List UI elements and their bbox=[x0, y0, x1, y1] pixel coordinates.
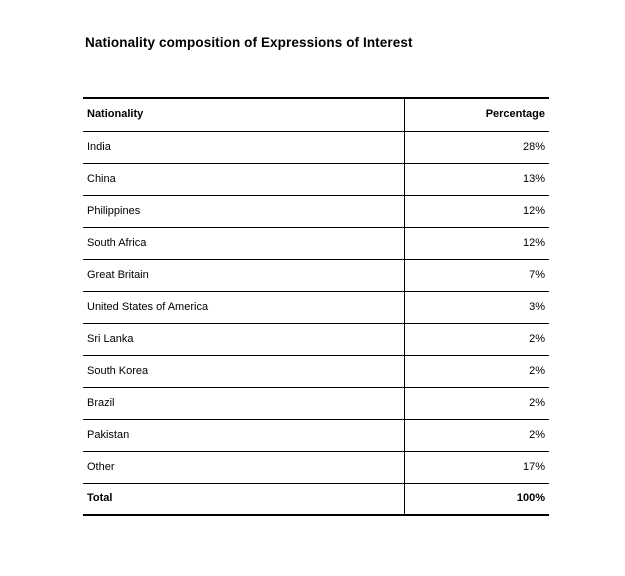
nationality-cell: China bbox=[83, 163, 405, 196]
column-header-percentage: Percentage bbox=[404, 98, 549, 132]
table-row: South Africa 12% bbox=[83, 227, 549, 260]
percentage-cell: 13% bbox=[404, 163, 549, 196]
nationality-table: Nationality Percentage India 28% China 1… bbox=[83, 97, 549, 516]
percentage-cell: 3% bbox=[404, 291, 549, 324]
percentage-cell: 2% bbox=[404, 419, 549, 452]
table-header-row: Nationality Percentage bbox=[83, 98, 549, 132]
nationality-cell: South Korea bbox=[83, 355, 405, 388]
nationality-cell: Other bbox=[83, 451, 405, 484]
page-title: Nationality composition of Expressions o… bbox=[85, 35, 413, 50]
percentage-cell: 28% bbox=[404, 131, 549, 164]
nationality-cell: India bbox=[83, 131, 405, 164]
nationality-cell: United States of America bbox=[83, 291, 405, 324]
table-total-row: Total 100% bbox=[83, 482, 549, 515]
nationality-cell: Philippines bbox=[83, 195, 405, 228]
percentage-cell: 2% bbox=[404, 387, 549, 420]
table-row: China 13% bbox=[83, 163, 549, 196]
table-row: Great Britain 7% bbox=[83, 259, 549, 292]
table-row: Other 17% bbox=[83, 451, 549, 484]
percentage-cell: 7% bbox=[404, 259, 549, 292]
percentage-cell: 2% bbox=[404, 323, 549, 356]
percentage-cell: 12% bbox=[404, 227, 549, 260]
nationality-cell: Sri Lanka bbox=[83, 323, 405, 356]
nationality-cell: Pakistan bbox=[83, 419, 405, 452]
table-row: Brazil 2% bbox=[83, 387, 549, 420]
nationality-cell: Great Britain bbox=[83, 259, 405, 292]
table-row: Philippines 12% bbox=[83, 195, 549, 228]
table-row: Sri Lanka 2% bbox=[83, 323, 549, 356]
table-row: India 28% bbox=[83, 131, 549, 164]
percentage-cell: 17% bbox=[404, 451, 549, 484]
table-row: Pakistan 2% bbox=[83, 419, 549, 452]
table-row: South Korea 2% bbox=[83, 355, 549, 388]
nationality-cell: South Africa bbox=[83, 227, 405, 260]
nationality-cell: Brazil bbox=[83, 387, 405, 420]
percentage-cell: 12% bbox=[404, 195, 549, 228]
table-row: United States of America 3% bbox=[83, 291, 549, 324]
total-value-cell: 100% bbox=[404, 482, 549, 515]
percentage-cell: 2% bbox=[404, 355, 549, 388]
total-label-cell: Total bbox=[83, 482, 405, 515]
column-header-nationality: Nationality bbox=[83, 98, 405, 132]
